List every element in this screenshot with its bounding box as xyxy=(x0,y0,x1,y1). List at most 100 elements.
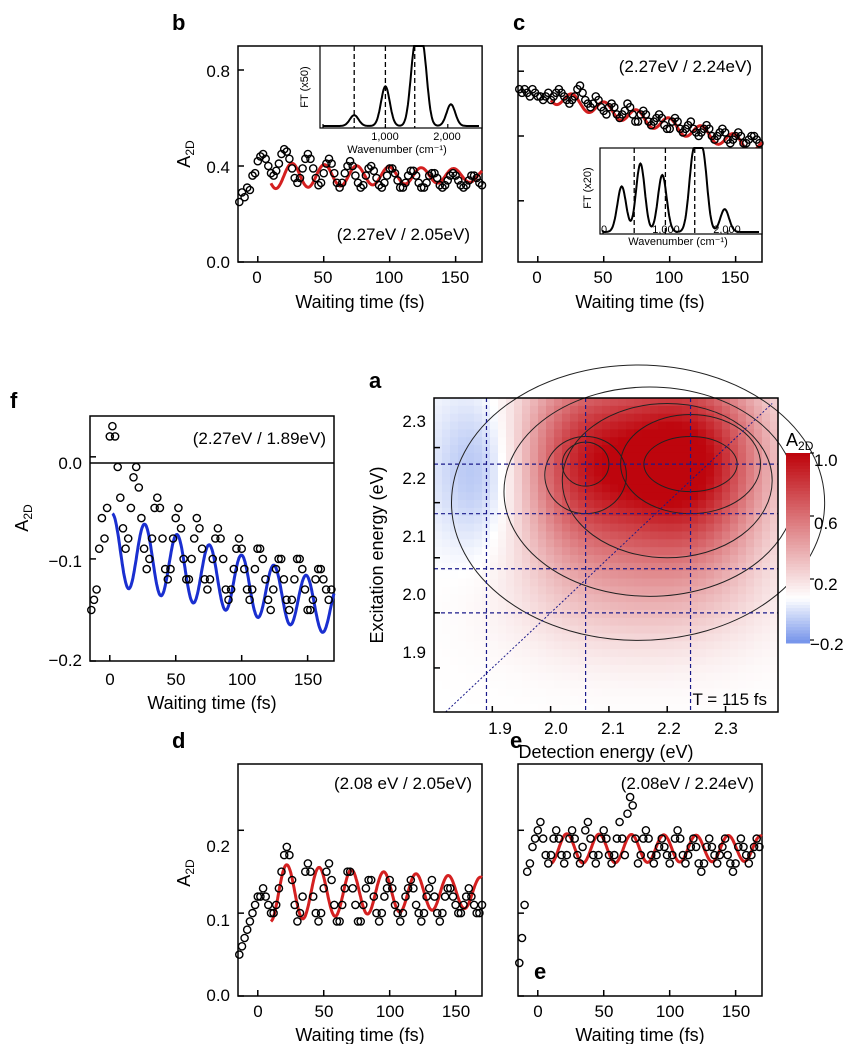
heatmap-cell xyxy=(626,398,635,407)
panel-e-data-point xyxy=(683,850,693,860)
heatmap-cell xyxy=(458,445,467,454)
panel-f-data-point xyxy=(213,524,223,533)
panel-e-data-point xyxy=(649,859,659,868)
heatmap-cell xyxy=(458,633,467,642)
panel-d-data-point xyxy=(419,908,429,918)
heatmap-cell xyxy=(498,704,507,713)
heatmap-cell xyxy=(586,547,595,556)
heatmap-cell xyxy=(498,398,507,407)
heatmap-cell xyxy=(442,680,451,690)
heatmap-cell xyxy=(738,500,747,509)
heatmap-cell xyxy=(602,570,611,580)
heatmap-cell xyxy=(522,633,531,642)
heatmap-cell xyxy=(530,688,539,697)
heatmap-cell xyxy=(714,633,723,642)
heatmap-cell xyxy=(658,680,667,690)
heatmap-cell xyxy=(714,617,723,627)
heatmap-cell xyxy=(474,586,483,595)
heatmap-cell xyxy=(738,452,747,462)
heatmap-cell xyxy=(650,476,659,485)
panel-d-data-point xyxy=(472,908,482,918)
heatmap-cell xyxy=(442,405,451,415)
heatmap-cell xyxy=(738,555,747,564)
panel-b-data-point xyxy=(448,168,458,178)
panel-b-data-point xyxy=(237,188,247,197)
heatmap-cell xyxy=(754,523,763,533)
heatmap-cell xyxy=(610,688,619,697)
heatmap-cell xyxy=(634,515,643,525)
heatmap-cell xyxy=(554,641,563,650)
heatmap-cell xyxy=(530,515,539,525)
heatmap-cell xyxy=(626,570,635,580)
heatmap-cell xyxy=(434,421,443,430)
heatmap-cell xyxy=(754,704,763,713)
panel-e-data-point xyxy=(625,792,635,802)
panel-f-data-point xyxy=(126,503,136,513)
panel-d-data-point xyxy=(456,908,466,918)
panel-d-data-point xyxy=(424,884,434,893)
heatmap-cell xyxy=(714,570,723,580)
panel-b-data-point xyxy=(416,183,426,192)
heatmap-cell xyxy=(650,547,659,556)
panel-b-data-point xyxy=(358,180,368,190)
heatmap-cell xyxy=(690,539,699,548)
panel-e-data-point xyxy=(694,859,704,868)
heatmap-cell xyxy=(498,594,507,603)
panel-b-annotation: (2.27eV / 2.05eV) xyxy=(337,225,470,244)
panel-d-ytick-0.1: 0.1 xyxy=(206,911,230,930)
heatmap-cell xyxy=(546,492,555,501)
panel-d-data-point xyxy=(311,908,321,918)
heatmap-cell xyxy=(586,609,595,619)
heatmap-cell xyxy=(650,429,659,438)
panel-e-xtick-150: 150 xyxy=(722,1002,750,1021)
heatmap-cell xyxy=(698,452,707,462)
panel-e-data-point xyxy=(660,842,669,852)
heatmap-cell xyxy=(746,578,755,587)
heatmap-cell xyxy=(442,421,451,430)
heatmap-cell xyxy=(546,413,555,423)
heatmap-cell xyxy=(690,547,699,556)
heatmap-cell xyxy=(562,539,571,548)
heatmap-cell xyxy=(634,657,643,666)
panel-c-data-point xyxy=(610,102,619,112)
panel-b-inset-xtick-1000: 1,000 xyxy=(371,131,399,143)
heatmap-cell xyxy=(474,578,483,587)
heatmap-cell xyxy=(730,460,739,470)
heatmap-cell xyxy=(690,452,699,462)
panel-e-data-point xyxy=(581,826,590,835)
panel-b-inset-ylabel: FT (x50) xyxy=(299,66,311,107)
heatmap-cell xyxy=(634,531,643,540)
heatmap-cell xyxy=(714,562,723,572)
heatmap-cell xyxy=(618,492,627,501)
heatmap-cell xyxy=(746,484,755,493)
heatmap-cell xyxy=(506,688,515,697)
panel-d-data-point xyxy=(300,867,310,877)
panel-b-data-point xyxy=(337,178,347,188)
panel-b-data-point xyxy=(409,166,418,176)
panel-f-data-point xyxy=(282,595,291,605)
panel-b-data-point xyxy=(411,171,421,180)
heatmap-cell xyxy=(754,476,763,485)
heatmap-cell xyxy=(682,476,691,485)
heatmap-cell xyxy=(602,649,611,658)
panel-f-data-point xyxy=(166,564,175,574)
heatmap-cell xyxy=(634,578,643,587)
heatmap-cell xyxy=(666,578,675,587)
heatmap-cell xyxy=(514,398,523,407)
heatmap-cell xyxy=(546,405,555,415)
heatmap-cell xyxy=(658,547,667,556)
colorbar-segment xyxy=(786,475,810,479)
panel-b-inset-xlabel: Wavenumber (cm⁻¹) xyxy=(347,144,447,156)
panel-f-data-point xyxy=(92,585,101,594)
heatmap-cell xyxy=(626,657,635,666)
heatmap-cell xyxy=(506,664,515,674)
heatmap-cell xyxy=(714,657,723,666)
heatmap-cell xyxy=(490,405,499,415)
heatmap-cell xyxy=(602,555,611,564)
panel-b-data-point xyxy=(253,156,263,166)
panel-f-xtick-150: 150 xyxy=(294,670,322,689)
panel-f-data-point xyxy=(181,575,191,584)
heatmap-cell xyxy=(690,531,699,540)
heatmap-cell xyxy=(522,704,531,713)
heatmap-cell xyxy=(770,672,779,682)
